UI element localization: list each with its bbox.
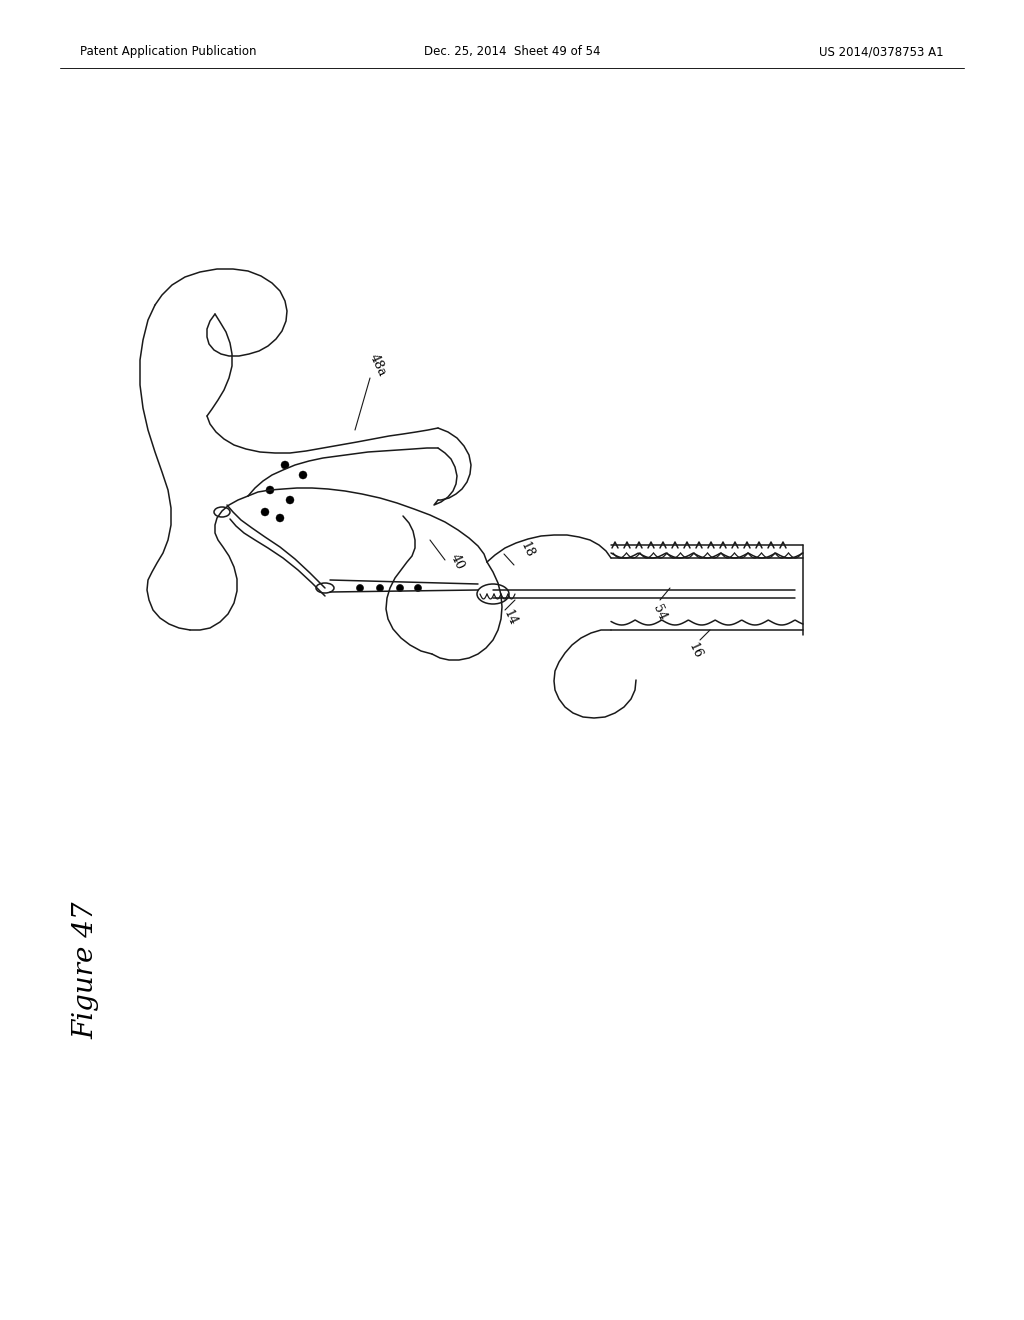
Text: 54: 54 [651,603,670,623]
Circle shape [377,585,384,591]
Text: Figure 47: Figure 47 [72,902,99,1039]
Circle shape [276,513,284,521]
Text: 48a: 48a [368,351,389,379]
Ellipse shape [214,507,230,517]
Text: 16: 16 [686,642,705,661]
Text: 14: 14 [501,609,519,628]
Circle shape [396,585,403,591]
Circle shape [281,461,289,469]
Text: Patent Application Publication: Patent Application Publication [80,45,256,58]
Ellipse shape [316,583,334,593]
Circle shape [286,496,294,504]
Text: US 2014/0378753 A1: US 2014/0378753 A1 [819,45,944,58]
Circle shape [356,585,364,591]
Text: 18: 18 [518,540,537,560]
Text: Dec. 25, 2014  Sheet 49 of 54: Dec. 25, 2014 Sheet 49 of 54 [424,45,600,58]
Circle shape [266,486,274,494]
Ellipse shape [477,583,509,605]
Circle shape [415,585,422,591]
Circle shape [299,471,307,479]
Text: 40: 40 [449,552,467,572]
Circle shape [261,508,269,516]
